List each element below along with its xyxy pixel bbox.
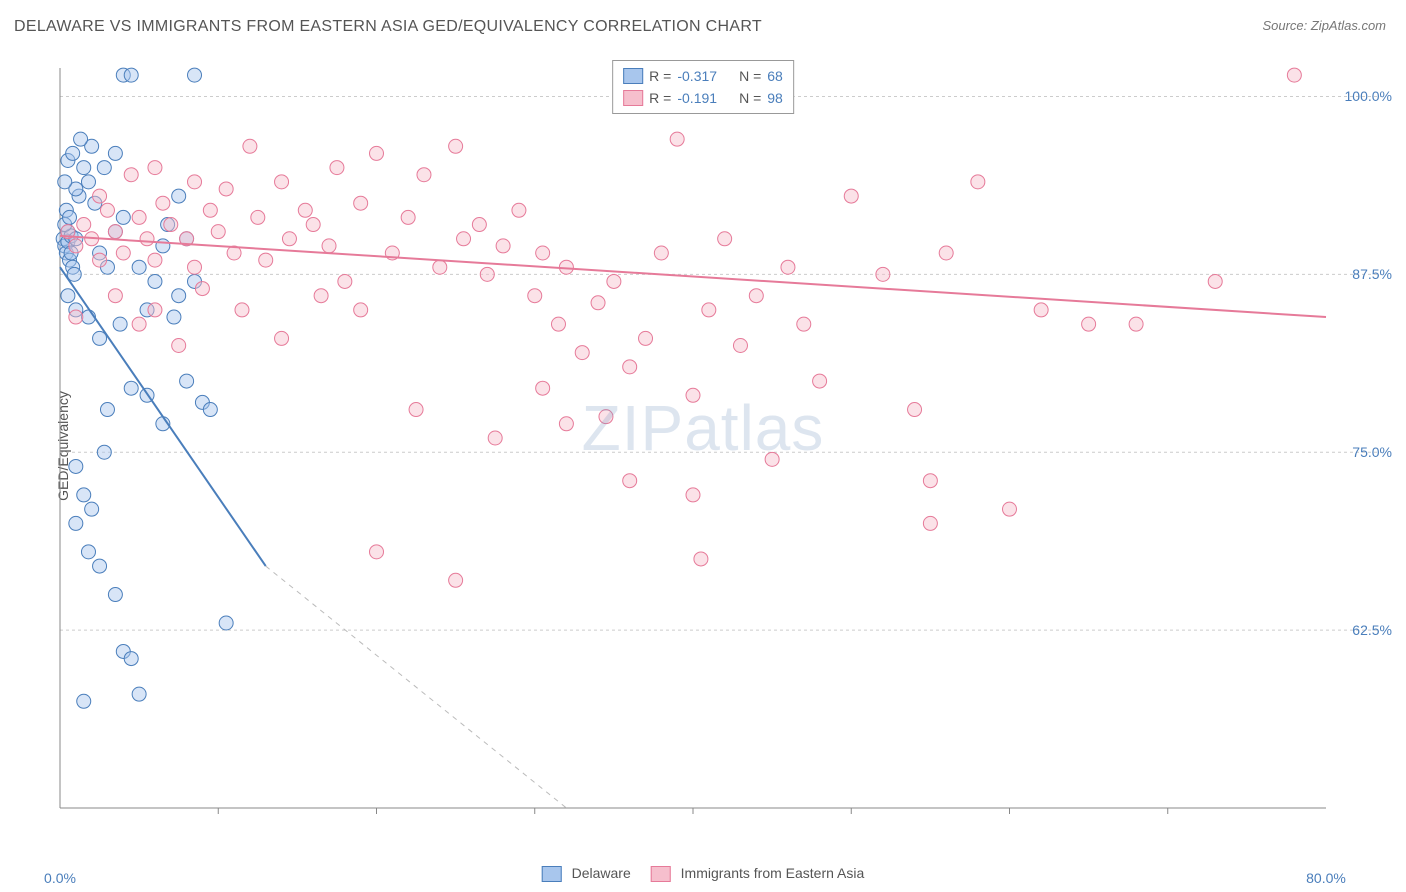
legend-row-immigrants: R = -0.191 N = 98 [623, 87, 783, 109]
legend-n-value: 98 [767, 87, 783, 109]
legend-label: Immigrants from Eastern Asia [681, 865, 865, 881]
source-label: Source: ZipAtlas.com [1262, 18, 1386, 33]
legend-row-delaware: R = -0.317 N = 68 [623, 65, 783, 87]
y-tick-label: 100.0% [1345, 88, 1392, 104]
square-icon [623, 90, 643, 106]
legend-r-value: -0.317 [677, 65, 717, 87]
correlation-legend: R = -0.317 N = 68 R = -0.191 N = 98 [612, 60, 794, 114]
legend-n-label: N = [739, 65, 761, 87]
legend-n-label: N = [739, 87, 761, 109]
square-icon [623, 68, 643, 84]
x-tick-label: 80.0% [1306, 870, 1346, 886]
legend-r-label: R = [649, 87, 671, 109]
square-icon [542, 866, 562, 882]
chart-title: DELAWARE VS IMMIGRANTS FROM EASTERN ASIA… [14, 18, 762, 36]
y-tick-label: 75.0% [1352, 444, 1392, 460]
series-legend: Delaware Immigrants from Eastern Asia [542, 865, 865, 882]
legend-r-label: R = [649, 65, 671, 87]
scatter-plot [50, 58, 1386, 838]
chart-svg [50, 58, 1386, 838]
legend-item-delaware: Delaware [542, 865, 631, 882]
legend-item-immigrants: Immigrants from Eastern Asia [651, 865, 865, 882]
square-icon [651, 866, 671, 882]
legend-n-value: 68 [767, 65, 783, 87]
legend-label: Delaware [572, 865, 631, 881]
x-tick-label: 0.0% [44, 870, 76, 886]
y-tick-label: 62.5% [1352, 622, 1392, 638]
legend-r-value: -0.191 [677, 87, 717, 109]
y-tick-label: 87.5% [1352, 266, 1392, 282]
